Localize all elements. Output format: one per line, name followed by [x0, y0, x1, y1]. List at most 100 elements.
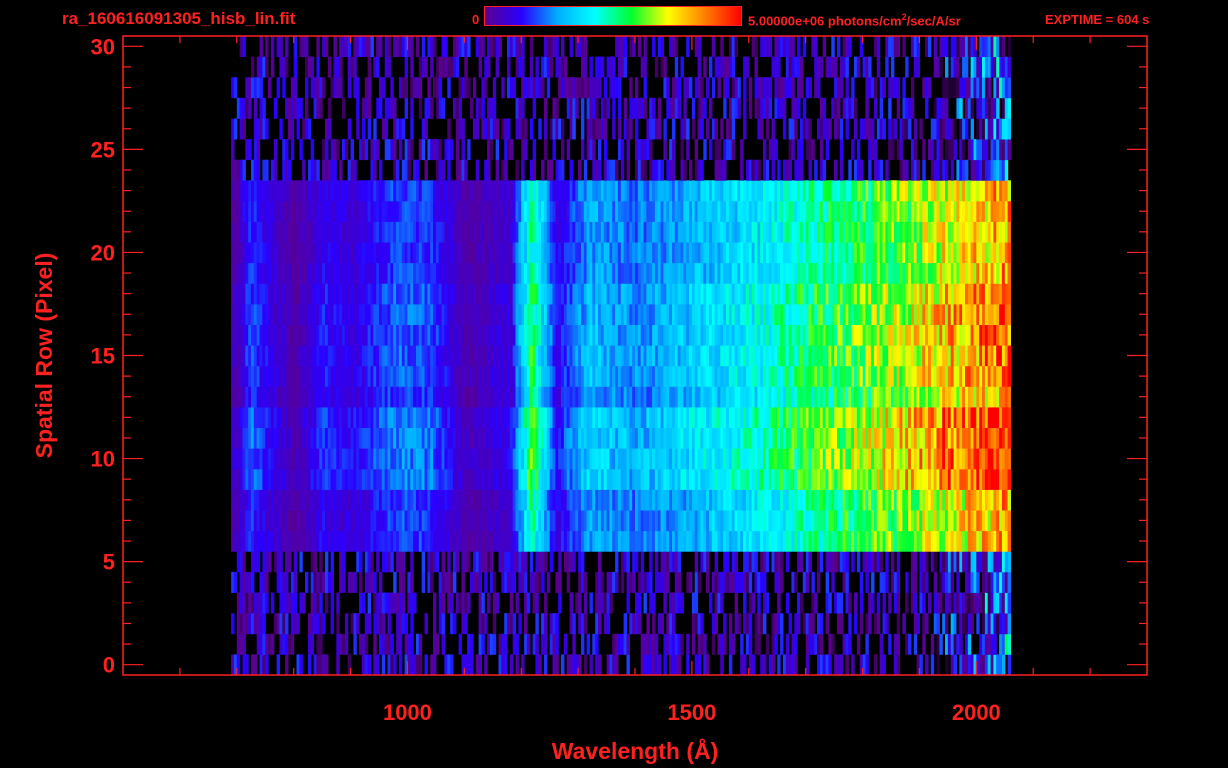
heatmap-cell	[387, 242, 391, 264]
heatmap-cell	[683, 468, 687, 490]
heatmap-cell	[262, 407, 266, 428]
plot-header: ra_160616091305_hisb_lin.fit 0 5.00000e+…	[0, 0, 1228, 34]
heatmap-cell	[367, 427, 371, 449]
heatmap-cell	[657, 262, 662, 284]
heatmap-cell	[976, 324, 980, 346]
heatmap-cell	[310, 468, 315, 490]
heatmap-cell	[478, 365, 482, 387]
heatmap-cell	[976, 262, 980, 284]
heatmap-cell	[780, 510, 784, 532]
heatmap-cell	[876, 592, 881, 614]
heatmap-cell	[760, 386, 764, 408]
heatmap-cell	[734, 407, 738, 428]
heatmap-cell	[748, 571, 753, 593]
heatmap-cell	[882, 530, 886, 552]
heatmap-cell	[498, 407, 502, 428]
heatmap-cell	[307, 242, 312, 264]
heatmap-cell	[876, 448, 881, 470]
heatmap-cell	[680, 468, 684, 490]
heatmap-cell	[689, 304, 693, 325]
heatmap-cell	[839, 468, 844, 490]
heatmap-cell	[458, 510, 462, 532]
heatmap-cell	[856, 407, 861, 428]
heatmap-cell	[774, 386, 778, 408]
heatmap-cell	[558, 242, 562, 264]
heatmap-cell	[629, 510, 633, 532]
heatmap-cell	[507, 324, 511, 346]
heatmap-cell	[359, 571, 363, 593]
heatmap-cell	[492, 365, 497, 387]
heatmap-cell	[882, 365, 886, 387]
heatmap-cell	[359, 530, 363, 552]
heatmap-cell	[393, 345, 397, 367]
heatmap-cell	[637, 571, 642, 593]
heatmap-cell	[504, 468, 508, 490]
heatmap-cell	[518, 571, 522, 593]
heatmap-cell	[731, 633, 736, 655]
heatmap-cell	[868, 365, 872, 387]
heatmap-cell	[854, 386, 858, 408]
heatmap-cell	[504, 571, 508, 593]
heatmap-cell	[322, 613, 326, 635]
heatmap-cell	[532, 510, 536, 532]
heatmap-cell	[922, 613, 926, 635]
heatmap-cell	[404, 304, 408, 325]
heatmap-cell	[453, 345, 457, 367]
heatmap-cell	[654, 242, 659, 264]
heatmap-cell	[893, 283, 898, 305]
heatmap-cell	[669, 510, 673, 532]
heatmap-cell	[646, 262, 650, 284]
heatmap-cell	[737, 407, 741, 428]
heatmap-cell	[288, 427, 292, 449]
heatmap-cell	[296, 654, 300, 676]
heatmap-cell	[532, 407, 536, 428]
heatmap-cell	[586, 304, 590, 325]
heatmap-cell	[595, 510, 599, 532]
heatmap-cell	[489, 283, 494, 305]
heatmap-cell	[507, 530, 511, 552]
heatmap-cell	[714, 571, 718, 593]
heatmap-cell	[242, 592, 246, 614]
heatmap-cell	[859, 407, 864, 428]
heatmap-cell	[660, 283, 664, 305]
heatmap-cell	[984, 510, 989, 532]
heatmap-cell	[965, 654, 969, 676]
heatmap-cell	[484, 407, 488, 428]
heatmap-cell	[854, 427, 858, 449]
heatmap-cell	[723, 345, 727, 367]
heatmap-cell	[492, 407, 497, 428]
heatmap-cell	[615, 304, 619, 325]
heatmap-cell	[876, 386, 881, 408]
heatmap-cell	[626, 386, 630, 408]
heatmap-cell	[478, 407, 482, 428]
heatmap-cell	[245, 365, 249, 387]
heatmap-cell	[524, 551, 528, 573]
heatmap-cell	[706, 654, 710, 676]
heatmap-cell	[347, 324, 352, 346]
heatmap-cell	[871, 386, 875, 408]
heatmap-cell	[313, 489, 317, 511]
heatmap-cell	[720, 345, 724, 367]
heatmap-cell	[925, 345, 929, 367]
heatmap-cell	[453, 551, 457, 573]
heatmap-cell	[763, 283, 767, 305]
heatmap-cell	[293, 242, 298, 264]
heatmap-cell	[535, 592, 539, 614]
heatmap-cell	[1007, 283, 1011, 305]
heatmap-cell	[447, 407, 451, 428]
heatmap-cell	[683, 262, 687, 284]
heatmap-cell	[236, 592, 241, 614]
heatmap-cell	[370, 242, 374, 264]
heatmap-cell	[231, 613, 235, 635]
heatmap-cell	[1001, 427, 1006, 449]
heatmap-cell	[640, 304, 645, 325]
heatmap-cell	[512, 551, 517, 573]
heatmap-cell	[507, 448, 511, 470]
heatmap-cell	[669, 613, 673, 635]
heatmap-cell	[598, 592, 602, 614]
heatmap-cell	[416, 365, 420, 387]
heatmap-cell	[498, 365, 502, 387]
heatmap-cell	[794, 345, 798, 367]
heatmap-cell	[245, 468, 249, 490]
heatmap-cell	[472, 571, 477, 593]
